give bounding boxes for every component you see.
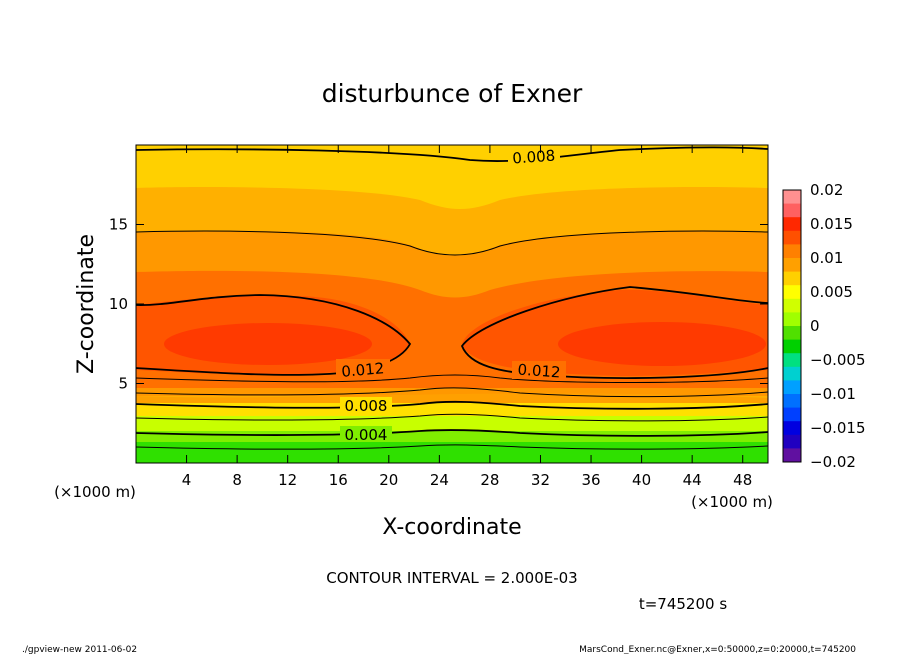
y-tick-label: 15 [109, 216, 128, 234]
x-tick-label: 8 [232, 471, 242, 489]
colorbar-swatch [783, 271, 801, 286]
band-0004 [136, 430, 768, 442]
x-axis-title: X-coordinate [382, 515, 521, 540]
colorbar [782, 189, 802, 463]
colorbar-frame [782, 189, 802, 463]
y-tick-label: 5 [118, 375, 128, 393]
x-tick-label: 32 [531, 471, 550, 489]
x-axis-ticks: 4 8 12 16 20 24 28 32 36 40 44 48 [182, 145, 752, 489]
colorbar-swatch [783, 312, 801, 327]
colorbar-tick-label: 0.02 [810, 181, 843, 199]
colorbar-swatch [783, 203, 801, 218]
colorbar-swatch [783, 217, 801, 232]
contour-0010-low [135, 387, 769, 398]
x-tick-label: 4 [182, 471, 192, 489]
x-tick-label: 24 [430, 471, 449, 489]
contour-label: 0.012 [517, 361, 561, 382]
colorbar-tick-label: −0.005 [810, 351, 866, 369]
region-0015-left [164, 323, 372, 365]
contour-0012-right [460, 286, 769, 379]
contour-label: 0.008 [512, 147, 556, 168]
colorbar-tick-label: −0.02 [810, 453, 856, 471]
contour-label-bg [336, 359, 390, 377]
colorbar-ticks: 0.02 0.015 0.01 0.005 0 −0.005 −0.01 −0.015 −0.0… [810, 181, 866, 471]
colorbar-swatch [783, 380, 801, 395]
x-tick-label: 36 [581, 471, 600, 489]
chart-title: disturbunce of Exner [322, 79, 583, 108]
colorbar-tick-label: 0.005 [810, 283, 853, 301]
x-tick-label: 48 [733, 471, 752, 489]
footer-right: MarsCond_Exner.nc@Exner,x=0:50000,z=0:20… [579, 645, 856, 654]
band-0006 [136, 415, 768, 431]
contour-0010-upper [135, 230, 769, 256]
contour-interval-text: CONTOUR INTERVAL = 2.000E-03 [326, 569, 577, 587]
contour-0004 [135, 429, 769, 437]
colorbar-tick-label: −0.01 [810, 385, 856, 403]
contour-0008-low [135, 400, 769, 410]
region-0015-right [558, 322, 766, 366]
colorbar-swatch [783, 434, 801, 449]
contour-label-bg [340, 426, 392, 442]
colorbar-swatch [783, 353, 801, 368]
colorbar-swatch [783, 407, 801, 422]
colorbar-swatch [783, 285, 801, 300]
band-0008 [136, 400, 768, 416]
contour-label: 0.004 [345, 426, 388, 444]
colorbar-swatch [783, 421, 801, 436]
contour-labels: 0.008 0.012 0.012 0.008 0.004 [341, 147, 561, 444]
time-text: t=745200 s [639, 595, 727, 613]
colorbar-tick-label: 0.015 [810, 215, 853, 233]
contour-0006 [135, 413, 769, 422]
contour-label-bg [508, 146, 560, 164]
colorbar-swatch [783, 298, 801, 313]
x-tick-label: 12 [278, 471, 297, 489]
plot-area: 0.008 0.012 0.012 0.008 0.004 [135, 144, 769, 464]
colorbar-swatch [783, 366, 801, 381]
colorbar-swatch [783, 230, 801, 245]
x-tick-label: 28 [480, 471, 499, 489]
x-unit-left: (×1000 m) [54, 483, 136, 501]
colorbar-swatch [783, 326, 801, 341]
contour-label-bg [512, 361, 566, 379]
y-tick-label: 10 [109, 295, 128, 313]
colorbar-swatch [783, 339, 801, 354]
x-tick-label: 16 [329, 471, 348, 489]
colorbar-swatch [783, 244, 801, 259]
colorbar-swatch [783, 448, 801, 463]
x-tick-label: 44 [683, 471, 702, 489]
colorbar-tick-label: 0 [810, 317, 820, 335]
colorbar-swatch [783, 258, 801, 273]
colorbar-swatch [783, 190, 801, 205]
y-axis-ticks: 5 10 15 [109, 216, 768, 393]
colorbar-tick-label: −0.015 [810, 419, 866, 437]
y-axis-title: Z-coordinate [74, 234, 99, 374]
contour-0011-low [135, 374, 769, 383]
x-unit-right: (×1000 m) [691, 493, 773, 511]
x-tick-label: 20 [379, 471, 398, 489]
colorbar-swatch [783, 394, 801, 409]
footer-left: ./gpview-new 2011-06-02 [22, 645, 137, 654]
contour-0012-left [135, 294, 412, 376]
x-tick-label: 40 [632, 471, 651, 489]
contour-label-bg [340, 397, 392, 413]
region-transition-low [136, 393, 768, 403]
contour-0002 [135, 444, 769, 450]
contour-label: 0.012 [341, 359, 385, 381]
contour-label: 0.008 [345, 397, 388, 415]
band-0002 [136, 441, 768, 463]
colorbar-tick-label: 0.01 [810, 249, 843, 267]
